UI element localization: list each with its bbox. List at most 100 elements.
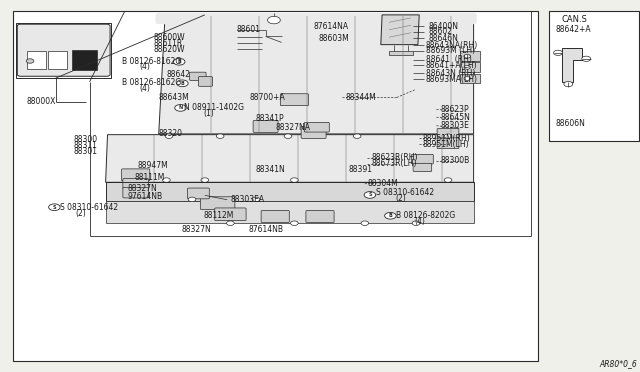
Text: 88301: 88301 <box>74 147 98 155</box>
Circle shape <box>163 178 170 182</box>
Text: 97614NB: 97614NB <box>128 192 163 201</box>
Circle shape <box>582 56 591 61</box>
FancyBboxPatch shape <box>413 163 432 171</box>
FancyBboxPatch shape <box>301 126 326 138</box>
Text: 88642+A: 88642+A <box>556 25 591 34</box>
Text: 88643M: 88643M <box>159 93 189 102</box>
Polygon shape <box>159 15 474 134</box>
Circle shape <box>385 212 396 219</box>
Text: 88327NA: 88327NA <box>275 123 310 132</box>
FancyBboxPatch shape <box>460 51 480 61</box>
Circle shape <box>364 192 376 198</box>
FancyBboxPatch shape <box>460 74 480 83</box>
Text: S: S <box>368 192 372 198</box>
Text: 88111M: 88111M <box>134 173 164 182</box>
Text: (1): (1) <box>204 109 214 118</box>
Text: 88693M (LH): 88693M (LH) <box>426 46 475 55</box>
Text: AR80*0_6: AR80*0_6 <box>599 359 637 368</box>
Text: 88303EA: 88303EA <box>230 195 264 204</box>
Text: 88643N (RH): 88643N (RH) <box>426 69 475 78</box>
FancyBboxPatch shape <box>200 197 235 209</box>
Circle shape <box>284 134 292 138</box>
FancyBboxPatch shape <box>460 62 480 72</box>
Circle shape <box>49 204 60 211</box>
Circle shape <box>188 197 196 202</box>
Text: 88344M: 88344M <box>346 93 376 102</box>
Circle shape <box>173 58 185 65</box>
FancyBboxPatch shape <box>305 122 329 132</box>
Text: 88611R: 88611R <box>154 39 183 48</box>
Polygon shape <box>106 182 474 201</box>
FancyBboxPatch shape <box>123 179 148 189</box>
Text: 88341P: 88341P <box>256 114 285 123</box>
Circle shape <box>291 178 298 182</box>
Text: 88303E: 88303E <box>440 121 469 130</box>
Text: 88320: 88320 <box>159 129 183 138</box>
Text: 86400N: 86400N <box>429 22 459 31</box>
Text: N: N <box>179 105 182 110</box>
Text: B 08126-8202G: B 08126-8202G <box>396 211 455 220</box>
Circle shape <box>252 197 260 202</box>
Text: 88643NA(RH): 88643NA(RH) <box>426 41 478 49</box>
FancyBboxPatch shape <box>156 13 477 24</box>
Text: 88311: 88311 <box>74 141 97 150</box>
FancyBboxPatch shape <box>389 51 413 55</box>
Text: (4): (4) <box>140 62 150 71</box>
FancyBboxPatch shape <box>412 154 433 164</box>
Text: 88000X: 88000X <box>27 97 56 106</box>
Circle shape <box>464 77 470 80</box>
FancyBboxPatch shape <box>123 187 148 198</box>
Circle shape <box>175 105 186 111</box>
Text: B: B <box>177 59 181 64</box>
Text: 88391: 88391 <box>349 165 372 174</box>
FancyBboxPatch shape <box>13 11 538 361</box>
Text: 88327N: 88327N <box>128 184 157 193</box>
FancyBboxPatch shape <box>261 211 289 222</box>
FancyBboxPatch shape <box>214 208 246 221</box>
FancyBboxPatch shape <box>188 188 209 199</box>
Polygon shape <box>381 15 419 45</box>
Text: S 08310-61642: S 08310-61642 <box>60 203 118 212</box>
FancyBboxPatch shape <box>27 51 46 69</box>
Text: 88951M(LH): 88951M(LH) <box>422 140 469 149</box>
Text: B: B <box>180 81 184 86</box>
Text: 88327N: 88327N <box>181 225 211 234</box>
FancyBboxPatch shape <box>549 11 639 141</box>
Text: CAN.S: CAN.S <box>561 15 587 24</box>
Text: 88623R(RH): 88623R(RH) <box>371 153 418 162</box>
Text: B 08126-8162G: B 08126-8162G <box>122 78 181 87</box>
Circle shape <box>564 81 573 87</box>
Text: (4): (4) <box>415 217 426 226</box>
Text: 88641+A(LH): 88641+A(LH) <box>426 61 477 70</box>
Text: 88341N: 88341N <box>256 165 285 174</box>
FancyBboxPatch shape <box>437 138 459 148</box>
Circle shape <box>464 65 470 69</box>
FancyBboxPatch shape <box>253 121 278 132</box>
Text: 88603M: 88603M <box>319 34 349 43</box>
Text: 88641  (RH): 88641 (RH) <box>426 55 472 64</box>
Text: 88300: 88300 <box>74 135 98 144</box>
Text: 87614NB: 87614NB <box>248 225 284 234</box>
Text: 88606N: 88606N <box>556 119 586 128</box>
Text: N 08911-1402G: N 08911-1402G <box>184 103 244 112</box>
Text: (2): (2) <box>396 194 406 203</box>
Text: 88602: 88602 <box>429 27 453 36</box>
Circle shape <box>268 16 280 24</box>
Text: 88646N: 88646N <box>429 34 459 43</box>
Text: 88601: 88601 <box>237 25 261 34</box>
FancyBboxPatch shape <box>72 50 97 70</box>
FancyBboxPatch shape <box>437 128 459 139</box>
FancyBboxPatch shape <box>189 72 206 80</box>
Circle shape <box>444 178 452 182</box>
Circle shape <box>227 221 234 225</box>
Text: 88693MA(LH): 88693MA(LH) <box>426 75 477 84</box>
Circle shape <box>361 221 369 225</box>
Text: 88700+A: 88700+A <box>250 93 285 102</box>
FancyBboxPatch shape <box>280 94 308 106</box>
Text: 88947M: 88947M <box>138 161 168 170</box>
Text: (2): (2) <box>76 209 86 218</box>
Circle shape <box>444 134 452 138</box>
Circle shape <box>26 59 34 63</box>
Circle shape <box>291 221 298 225</box>
Circle shape <box>201 178 209 182</box>
